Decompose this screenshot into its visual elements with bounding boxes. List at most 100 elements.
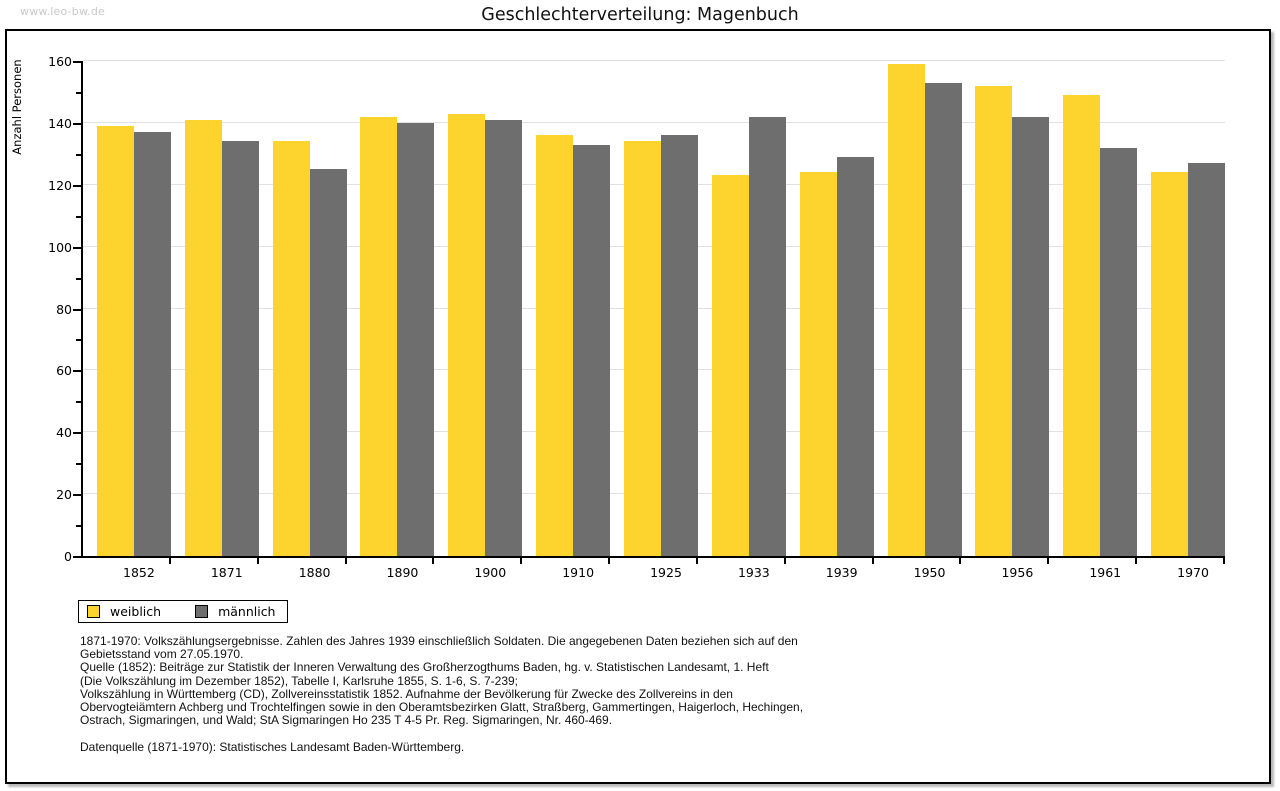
bar-maennlich-1950 [924, 82, 962, 556]
source-note-line: Obervogteiämtern Achberg und Trochtelfin… [80, 699, 804, 714]
bar-maennlich-1939 [836, 156, 874, 556]
x-tick-label: 1910 [562, 565, 595, 580]
y-tick [73, 556, 81, 558]
source-note-line: Gebietsstand vom 27.05.1970. [80, 647, 244, 662]
chart-title: Geschlechterverteilung: Magenbuch [481, 5, 799, 25]
source-note-line: Quelle (1852): Beiträge zur Statistik de… [80, 660, 769, 675]
y-tick-label: 120 [48, 177, 72, 193]
y-tick [76, 153, 81, 156]
legend-item-maennlich: männlich [195, 604, 275, 619]
bar-weiblich-1933 [711, 175, 749, 556]
gridline [83, 121, 1225, 123]
bar-weiblich-1925 [624, 141, 661, 556]
bar-weiblich-1852 [96, 125, 134, 556]
bar-maennlich-1880 [309, 169, 347, 556]
legend-label-weiblich: weiblich [110, 604, 162, 619]
source-note-line: (Die Volkszählung im Dezember 1852), Tab… [80, 673, 519, 688]
bar-weiblich-1970 [1151, 172, 1189, 556]
chart-frame [5, 29, 1271, 784]
y-tick [73, 61, 81, 63]
bar-maennlich-1852 [133, 132, 171, 556]
bar-maennlich-1871 [221, 141, 259, 556]
y-tick-label: 20 [56, 487, 72, 503]
bar-maennlich-1933 [748, 116, 786, 556]
x-tick-label: 1933 [737, 565, 770, 580]
y-tick [73, 432, 81, 435]
y-tick [76, 401, 81, 404]
x-tick-label: 1961 [1089, 565, 1122, 580]
source-note-line: Datenquelle (1871-1970): Statistisches L… [80, 739, 465, 754]
bar-maennlich-1900 [485, 119, 523, 556]
bar-weiblich-1939 [799, 172, 837, 556]
y-tick [73, 246, 81, 249]
bar-weiblich-1871 [184, 119, 222, 556]
bar-maennlich-1910 [573, 144, 611, 556]
x-tick [344, 558, 347, 564]
x-tick-label: 1925 [650, 565, 682, 580]
y-tick-label: 100 [48, 239, 72, 255]
x-tick-label: 1871 [210, 565, 243, 580]
source-note-line: Ostrach, Sigmaringen, und Wald; StA Sigm… [80, 713, 613, 728]
y-tick-label: 60 [56, 363, 72, 379]
bar-maennlich-1961 [1100, 147, 1138, 556]
legend-swatch-weiblich [87, 605, 100, 618]
y-axis-label: Anzahl Personen [10, 59, 24, 155]
x-tick [959, 558, 962, 564]
gridline [83, 60, 1225, 61]
x-tick [256, 558, 259, 564]
y-tick-label: 0 [64, 549, 72, 564]
x-tick [871, 558, 874, 564]
legend: weiblich männlich [78, 600, 289, 623]
x-tick-label: 1890 [386, 565, 419, 580]
x-tick [520, 558, 523, 564]
y-tick [73, 122, 81, 125]
y-tick [76, 525, 81, 528]
x-tick-label: 1880 [298, 565, 331, 580]
x-tick [608, 558, 611, 564]
plot-area [81, 60, 1226, 558]
y-tick [73, 184, 81, 187]
bar-weiblich-1910 [536, 135, 574, 556]
x-tick [1135, 558, 1138, 564]
x-tick [432, 558, 435, 564]
x-tick [168, 558, 171, 564]
bar-weiblich-1890 [360, 116, 398, 556]
y-tick [76, 91, 81, 94]
y-tick [76, 215, 81, 218]
x-tick-label: 1956 [1001, 565, 1034, 580]
y-tick-label: 140 [48, 115, 72, 131]
bar-weiblich-1950 [887, 64, 925, 556]
watermark: www.leo-bw.de [20, 5, 106, 18]
y-tick-label: 40 [56, 425, 72, 441]
source-notes: 1871-1970: Volkszählungsergebnisse. Zahl… [80, 634, 804, 754]
x-tick [1047, 558, 1050, 564]
y-tick-label: 80 [56, 301, 72, 317]
x-tick [1223, 558, 1225, 564]
bar-maennlich-1956 [1012, 116, 1050, 556]
x-tick-label: 1950 [913, 565, 946, 580]
x-tick [695, 558, 698, 564]
bar-weiblich-1961 [1063, 95, 1101, 556]
y-tick [76, 277, 81, 280]
bar-weiblich-1956 [975, 85, 1013, 556]
y-tick [76, 463, 81, 466]
x-tick-label: 1970 [1177, 565, 1209, 580]
y-tick [73, 370, 81, 373]
y-tick [73, 308, 81, 311]
bar-weiblich-1900 [448, 113, 486, 556]
x-tick-label: 1900 [474, 565, 507, 580]
y-tick [76, 339, 81, 342]
source-note-line: Volkszählung in Württemberg (CD), Zollve… [80, 686, 733, 701]
legend-item-weiblich: weiblich [87, 604, 161, 619]
legend-label-maennlich: männlich [218, 604, 276, 619]
bar-maennlich-1970 [1188, 163, 1226, 556]
x-tick [783, 558, 786, 564]
x-tick-label: 1939 [825, 565, 858, 580]
legend-swatch-maennlich [195, 605, 209, 618]
x-tick-label: 1852 [123, 565, 155, 580]
source-note-line: 1871-1970: Volkszählungsergebnisse. Zahl… [80, 634, 798, 648]
y-tick [73, 494, 81, 497]
y-tick-label: 160 [48, 54, 72, 69]
bar-maennlich-1925 [661, 135, 698, 556]
